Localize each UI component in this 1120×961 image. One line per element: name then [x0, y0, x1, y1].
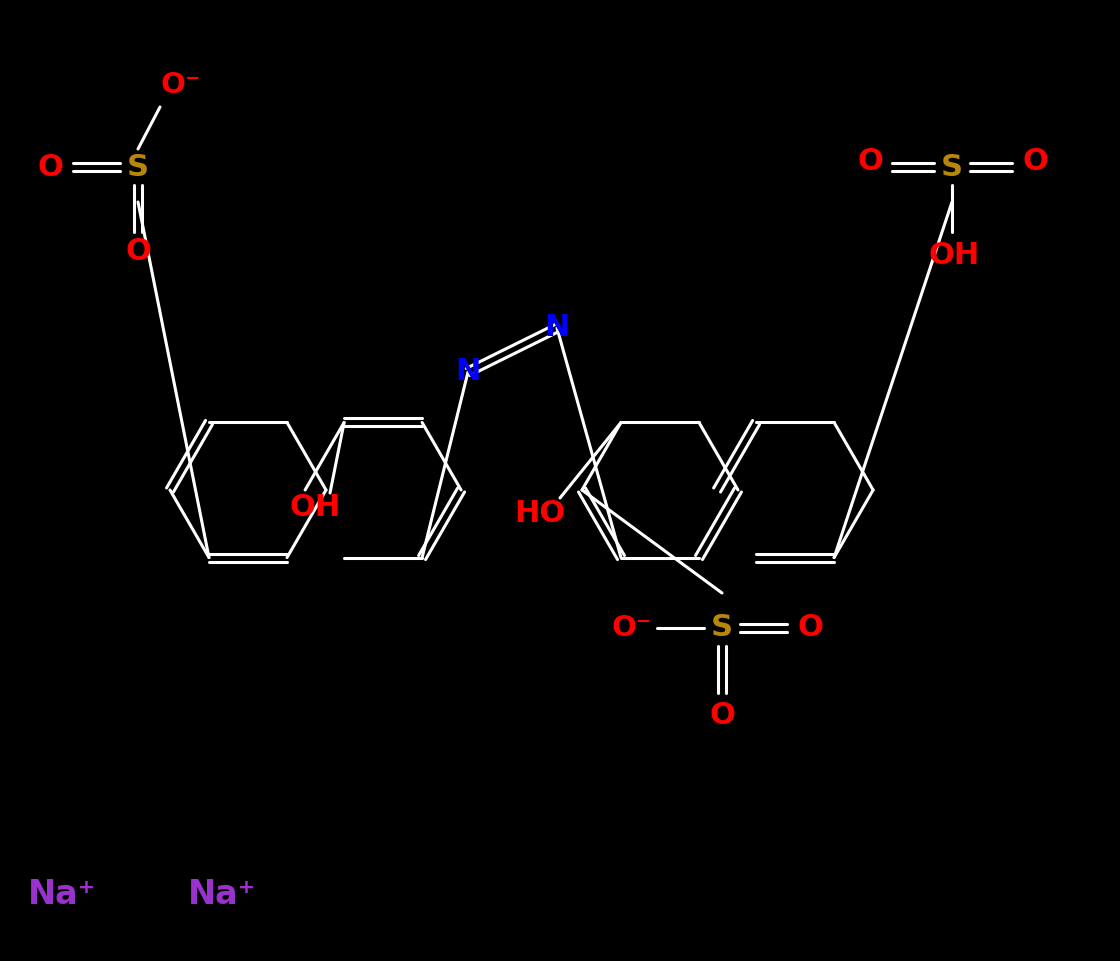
Text: N: N [456, 357, 480, 386]
Text: N: N [544, 313, 570, 342]
Text: O: O [1023, 147, 1048, 177]
Text: OH: OH [289, 494, 340, 523]
Text: S: S [127, 153, 149, 182]
Text: O: O [797, 613, 823, 643]
Text: Na⁺: Na⁺ [28, 878, 96, 911]
Text: S: S [711, 613, 732, 643]
Text: O: O [37, 153, 63, 182]
Text: O: O [857, 147, 883, 177]
Text: Na⁺: Na⁺ [188, 878, 256, 911]
Text: O⁻: O⁻ [161, 71, 202, 99]
Text: HO: HO [514, 499, 566, 528]
Text: O⁻: O⁻ [612, 614, 652, 642]
Text: O: O [709, 702, 735, 730]
Text: OH: OH [928, 240, 980, 269]
Text: S: S [941, 153, 963, 182]
Text: O: O [125, 237, 151, 266]
